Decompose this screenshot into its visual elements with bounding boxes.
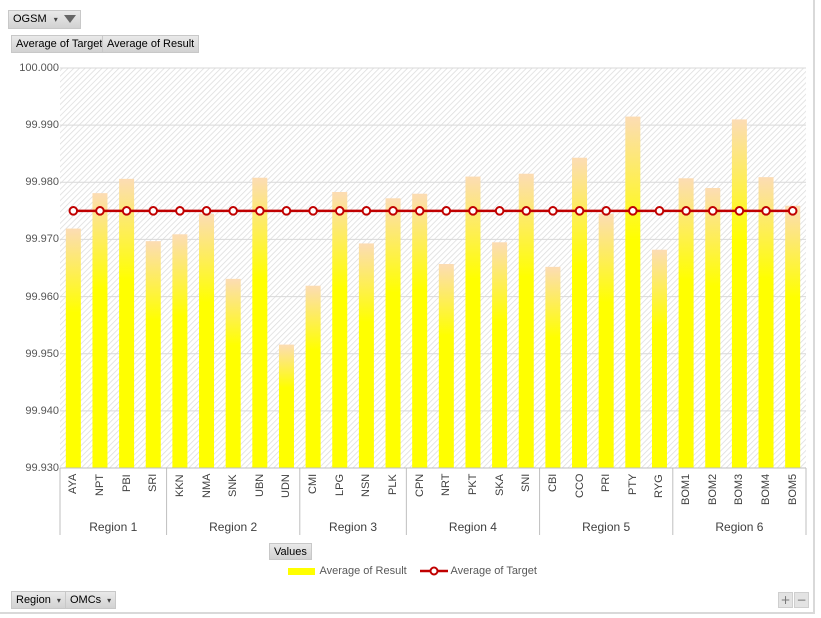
target-marker-pbi[interactable] xyxy=(121,206,132,216)
bar-pty[interactable] xyxy=(625,116,641,469)
target-marker-sni[interactable] xyxy=(521,206,532,216)
y-tick-label: 99.970 xyxy=(25,233,59,246)
bar-cmi[interactable] xyxy=(305,285,321,468)
dropdown-arrow-icon: ▾ xyxy=(107,596,112,605)
ogsm-filter-label: OGSM xyxy=(13,13,47,25)
target-marker-bom2[interactable] xyxy=(707,206,718,216)
legend-result-swatch xyxy=(288,567,315,575)
bar-cbi[interactable] xyxy=(545,266,561,468)
bar-plk[interactable] xyxy=(385,198,401,469)
dropdown-arrow-icon: ▾ xyxy=(53,15,58,24)
bar-npt[interactable] xyxy=(92,193,108,468)
bar-pkt[interactable] xyxy=(465,176,481,469)
bar-bom1[interactable] xyxy=(678,178,694,469)
value-field-target-label: Average of Target xyxy=(16,38,103,50)
value-field-target-button[interactable]: Average of Target xyxy=(11,35,108,53)
target-marker-snk[interactable] xyxy=(228,206,238,216)
target-marker-nsn[interactable] xyxy=(361,206,372,216)
target-marker-aya[interactable] xyxy=(68,206,79,216)
target-marker-bom5[interactable] xyxy=(787,206,798,216)
region-label: Region 4 xyxy=(448,520,497,534)
target-marker-pri[interactable] xyxy=(601,206,611,216)
target-marker-sri[interactable] xyxy=(148,206,159,216)
bar-sri[interactable] xyxy=(145,241,161,468)
bar-bom4[interactable] xyxy=(758,177,774,468)
region-field-label: Region xyxy=(16,594,51,606)
bar-ryg[interactable] xyxy=(651,249,667,468)
target-marker-cmi[interactable] xyxy=(308,206,318,216)
bar-snk[interactable] xyxy=(225,278,241,468)
bar-aya[interactable] xyxy=(65,228,81,468)
bar-cco[interactable] xyxy=(572,157,588,468)
bar-bom5[interactable] xyxy=(785,205,801,468)
y-tick-label: 99.960 xyxy=(25,290,59,303)
target-marker-plk[interactable] xyxy=(388,206,398,216)
target-marker-ubn[interactable] xyxy=(255,206,265,216)
bar-kkn[interactable] xyxy=(172,234,188,468)
values-label: Values xyxy=(274,546,307,558)
legend-target-marker-icon xyxy=(420,566,448,576)
bar-pri[interactable] xyxy=(598,213,614,468)
omcs-field-label: OMCs xyxy=(70,594,102,606)
target-marker-kkn[interactable] xyxy=(175,206,185,216)
filter-icon xyxy=(63,15,76,24)
bar-ubn[interactable] xyxy=(252,177,268,468)
legend-result-label: Average of Result xyxy=(319,565,407,577)
y-tick-label: 99.980 xyxy=(25,176,59,189)
y-tick-label: 99.990 xyxy=(25,119,59,132)
target-marker-cbi[interactable] xyxy=(548,206,558,216)
target-marker-pty[interactable] xyxy=(628,206,638,216)
region-label: Region 2 xyxy=(209,520,258,534)
y-tick-label: 99.940 xyxy=(25,404,59,417)
bar-nsn[interactable] xyxy=(358,243,374,468)
bar-bom2[interactable] xyxy=(705,188,721,468)
bar-udn[interactable] xyxy=(278,344,294,468)
region-label: Region 6 xyxy=(715,520,764,534)
bar-pbi[interactable] xyxy=(119,178,135,468)
collapse-field-button[interactable]: − xyxy=(794,592,809,608)
target-marker-bom4[interactable] xyxy=(761,206,771,216)
y-tick-label: 99.950 xyxy=(25,347,59,360)
legend-target-label: Average of Target xyxy=(450,565,537,577)
target-marker-udn[interactable] xyxy=(281,206,292,216)
target-marker-ryg[interactable] xyxy=(654,206,665,216)
target-marker-bom1[interactable] xyxy=(681,206,691,216)
value-field-result-label: Average of Result xyxy=(107,38,195,50)
target-marker-ska[interactable] xyxy=(494,206,505,216)
value-field-result-button[interactable]: Average of Result xyxy=(102,35,200,53)
region-label: Region 5 xyxy=(582,520,631,534)
y-tick-label: 99.930 xyxy=(25,462,59,474)
omcs-field-button[interactable]: OMCs ▾ xyxy=(65,591,117,609)
region-field-button[interactable]: Region ▾ xyxy=(11,591,66,609)
bar-nma[interactable] xyxy=(199,213,215,468)
bar-nrt[interactable] xyxy=(438,264,454,468)
target-marker-cco[interactable] xyxy=(574,206,585,216)
bar-sni[interactable] xyxy=(518,173,534,468)
values-button[interactable]: Values xyxy=(269,543,312,560)
dropdown-arrow-icon: ▾ xyxy=(56,596,61,605)
target-marker-bom3[interactable] xyxy=(734,206,745,216)
plus-icon: + xyxy=(780,593,791,607)
target-marker-cpn[interactable] xyxy=(414,206,425,216)
target-marker-nrt[interactable] xyxy=(441,206,452,216)
bar-ska[interactable] xyxy=(492,242,508,468)
bar-lpg[interactable] xyxy=(332,192,348,468)
expand-field-button[interactable]: + xyxy=(778,592,793,608)
legend-result: Average of Result xyxy=(288,565,407,577)
target-marker-lpg[interactable] xyxy=(334,206,345,216)
ogsm-filter-button[interactable]: OGSM ▾ xyxy=(8,10,81,29)
target-marker-npt[interactable] xyxy=(95,206,105,216)
minus-icon: − xyxy=(796,593,807,607)
region-label: Region 1 xyxy=(89,520,138,534)
region-label: Region 3 xyxy=(329,520,378,534)
plot-area xyxy=(60,68,806,468)
bar-cpn[interactable] xyxy=(412,193,428,468)
target-marker-nma[interactable] xyxy=(201,206,212,216)
bar-bom3[interactable] xyxy=(731,119,747,468)
y-tick-label: 100.000 xyxy=(19,62,59,74)
legend-target: Average of Target xyxy=(420,565,537,577)
target-marker-pkt[interactable] xyxy=(468,206,478,216)
